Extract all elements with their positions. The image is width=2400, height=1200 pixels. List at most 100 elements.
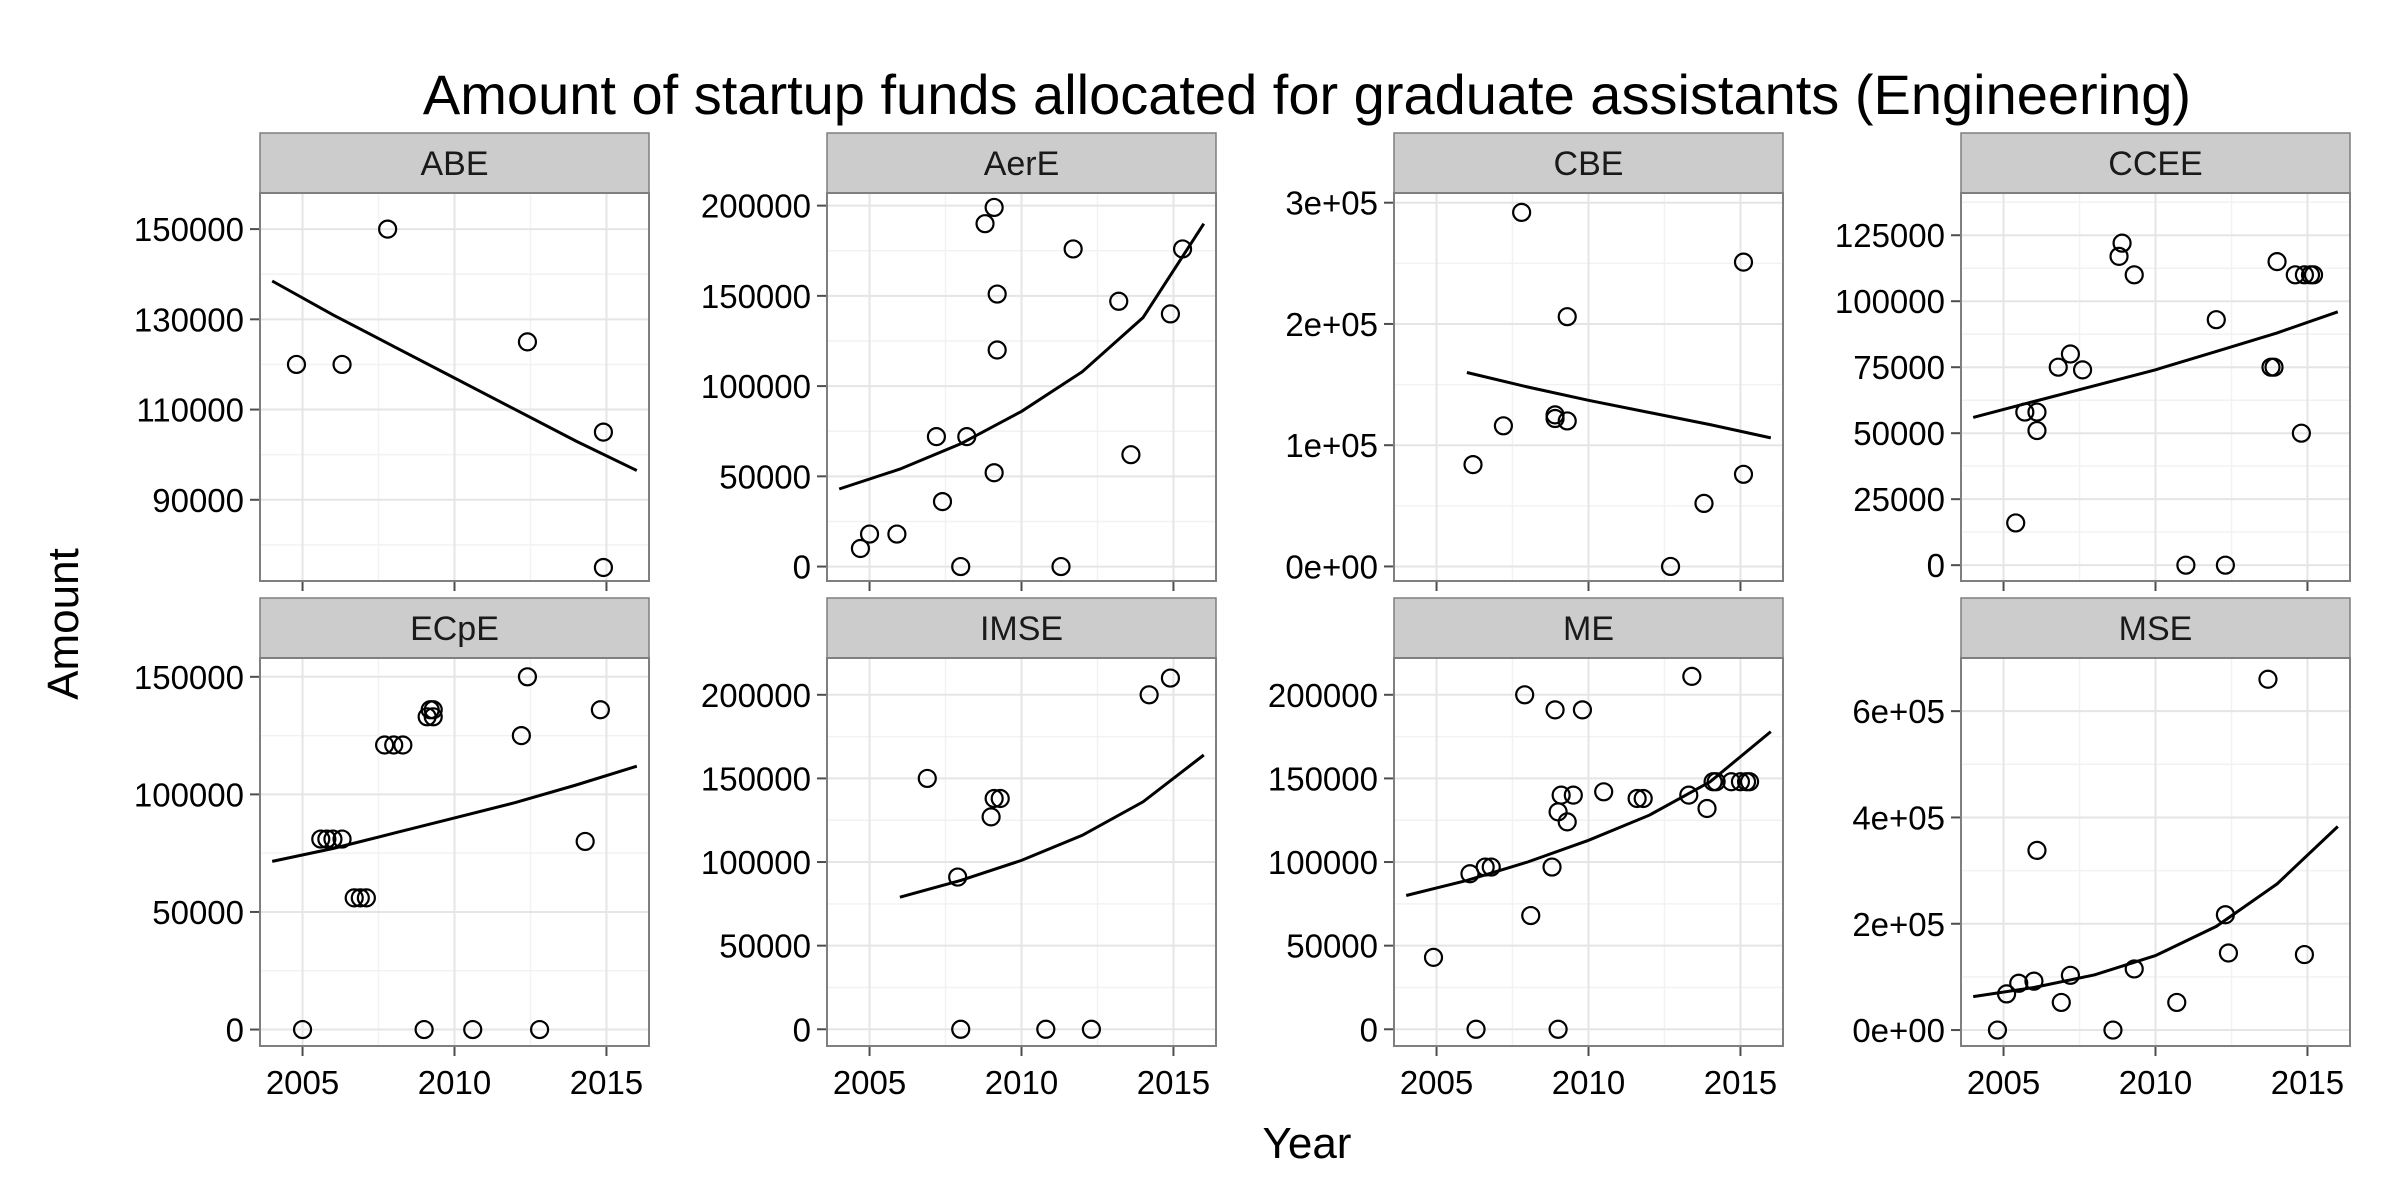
y-tick-label: 3e+05 [1285, 185, 1378, 222]
x-axis-title: Year [1263, 1119, 1352, 1168]
data-point [575, 831, 595, 852]
data-point [1545, 700, 1565, 720]
y-tick-label: 0 [793, 549, 811, 586]
data-point [1172, 239, 1193, 259]
data-point [2027, 840, 2047, 861]
data-point [2103, 1020, 2123, 1040]
x-tick-label: 2010 [1552, 1064, 1625, 1101]
data-point [1542, 857, 1562, 877]
data-point [1633, 788, 1653, 809]
data-point [2294, 944, 2315, 965]
data-point [984, 197, 1004, 218]
data-point [1515, 685, 1535, 705]
facet-strip-label: MSE [2119, 610, 2193, 648]
panel-border [1960, 192, 2351, 582]
data-point [332, 829, 352, 849]
data-point [2109, 246, 2129, 266]
facet-strip-label: CCEE [2108, 145, 2202, 183]
data-point [2048, 357, 2068, 377]
data-point [2264, 357, 2284, 377]
data-point [2027, 402, 2047, 422]
data-point [2006, 513, 2026, 533]
fit-curve [1972, 310, 2339, 419]
facet-mse: MSE 0e+00 2e+05 4e+05 6e+05 2005 2010 2015 [1852, 597, 2351, 1101]
y-tick-label: 4e+05 [1852, 799, 1945, 836]
y-tick-label: 75000 [1853, 349, 1945, 386]
y-tick-label: 0 [226, 1012, 244, 1049]
data-point [2060, 965, 2081, 985]
data-point [1563, 785, 1583, 805]
panel-border [1960, 657, 2351, 1047]
data-point [1572, 700, 1593, 720]
data-point [2206, 310, 2226, 330]
y-tick-label: 50000 [719, 458, 811, 495]
data-point [1475, 857, 1495, 877]
y-tick-label: 50000 [719, 928, 811, 965]
fit-curve [838, 222, 1206, 491]
facet-strip [826, 132, 1217, 194]
data-point [1682, 666, 1702, 686]
facet-strip-label: ABE [420, 145, 488, 183]
data-point [1557, 812, 1577, 832]
y-tick-label: 50000 [152, 894, 244, 931]
data-point [375, 735, 395, 755]
data-point [350, 888, 370, 908]
data-point [1545, 408, 1565, 429]
y-tick-label: 200000 [701, 188, 811, 225]
data-point [2051, 992, 2071, 1013]
data-point [311, 829, 331, 849]
panel-border [1393, 657, 1784, 1047]
data-point [590, 700, 610, 720]
x-tick-label: 2010 [985, 1064, 1058, 1101]
y-tick-label: 50000 [1286, 928, 1378, 965]
y-tick-label: 0 [1927, 547, 1945, 584]
y-tick-label: 90000 [152, 482, 244, 519]
x-tick-label: 2005 [1967, 1064, 2040, 1101]
data-point [1139, 685, 1159, 705]
data-point [2072, 360, 2093, 380]
data-point [2176, 555, 2196, 575]
y-tick-label: 0 [1360, 1011, 1378, 1048]
data-point [344, 888, 364, 908]
data-point [414, 1019, 434, 1040]
data-point [317, 829, 337, 849]
data-point [2285, 265, 2305, 285]
data-point [1036, 1019, 1056, 1039]
data-point [1121, 445, 1141, 465]
data-point [1996, 984, 2017, 1004]
data-point [2215, 905, 2235, 925]
fit-curve [1972, 825, 2339, 999]
data-point [356, 888, 376, 908]
data-point [2009, 973, 2029, 993]
data-point [2124, 959, 2144, 979]
data-point [1423, 947, 1444, 967]
data-point [1721, 772, 1741, 792]
data-point [2291, 423, 2311, 443]
data-point [1733, 252, 1754, 272]
x-tick-label: 2015 [1704, 1064, 1777, 1101]
y-tick-label: 110000 [136, 392, 244, 429]
facet-abe: ABE 90000 110000 130000 150000 [134, 132, 650, 591]
data-point [1697, 798, 1717, 819]
y-tick-label: 2e+05 [1852, 906, 1945, 943]
facet-ecpe: ECpE 0 50000 100000 150000 2005 2010 2015 [134, 597, 650, 1101]
data-point [292, 1019, 313, 1040]
data-point [517, 332, 538, 352]
data-point [1512, 202, 1532, 222]
panel-border [1393, 192, 1784, 582]
data-point [378, 219, 398, 239]
chart-title: Amount of startup funds allocated for gr… [423, 63, 2191, 126]
facet-strip [259, 132, 650, 194]
y-tick-label: 100000 [1268, 844, 1378, 881]
x-tick-label: 2015 [1137, 1064, 1210, 1101]
data-point [1109, 291, 1129, 311]
data-point [1160, 668, 1181, 688]
data-point [1679, 785, 1699, 805]
data-point [975, 214, 995, 234]
data-point [1160, 304, 1181, 324]
y-tick-label: 100000 [1835, 283, 1945, 320]
x-tick-label: 2010 [418, 1064, 491, 1101]
data-point [984, 463, 1004, 483]
panel-border [826, 657, 1217, 1047]
data-point [332, 354, 352, 375]
